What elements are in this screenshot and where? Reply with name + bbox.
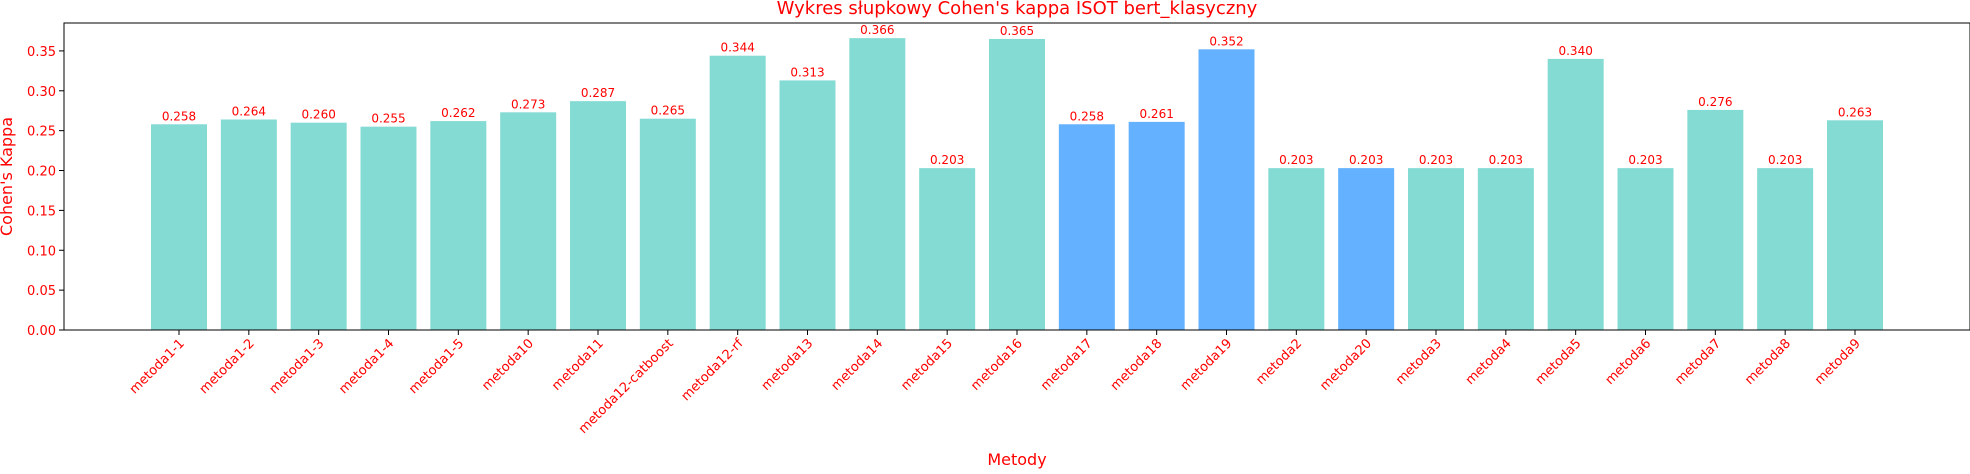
bar-value-label: 0.260: [301, 108, 335, 122]
bar-value-label: 0.261: [1139, 107, 1173, 121]
bar-value-label: 0.203: [1768, 153, 1802, 167]
x-axis: metoda1-1 metoda1-2 metoda1-3 metoda1-4 meto…: [127, 330, 1864, 437]
x-tick-label: metoda10: [479, 336, 537, 394]
bar: [1617, 168, 1674, 330]
bar: [430, 121, 487, 330]
x-tick-label: metoda4: [1463, 336, 1515, 388]
chart-title: Wykres słupkowy Cohen's kappa ISOT bert_…: [777, 0, 1258, 19]
x-tick-label: metoda14: [829, 336, 887, 394]
bar-value-label: 0.352: [1209, 34, 1243, 48]
bar: [1687, 109, 1744, 330]
bar: [1338, 168, 1395, 330]
x-tick-label: metoda1-4: [336, 336, 397, 397]
bar-value-label: 0.258: [162, 109, 196, 123]
bar: [570, 101, 626, 331]
x-tick-label: metoda1-2: [197, 336, 258, 397]
x-tick-label: metoda7: [1672, 336, 1724, 388]
x-tick-label: metoda15: [898, 336, 956, 394]
bar-value-label: 0.203: [1419, 153, 1453, 167]
x-tick-label: metoda1-5: [406, 336, 467, 397]
bar-value-label: 0.262: [441, 106, 475, 120]
bar: [1547, 58, 1604, 330]
bar: [1827, 120, 1883, 331]
bar: [639, 118, 696, 330]
bar: [1757, 168, 1814, 330]
x-tick-label: metoda11: [549, 336, 607, 394]
y-tick-label: 0.30: [27, 85, 56, 100]
bar-value-label: 0.258: [1070, 109, 1104, 123]
value-labels: 0.258 0.264 0.260 0.255 0.262 0.273 0.287 0.265…: [162, 23, 1872, 167]
bar: [151, 124, 207, 330]
x-tick-label: metoda8: [1742, 336, 1794, 388]
bar-value-label: 0.344: [720, 41, 754, 55]
bar: [919, 168, 976, 330]
y-tick-label: 0.00: [27, 324, 56, 339]
bar-value-label: 0.276: [1698, 95, 1732, 109]
bars: [151, 38, 1883, 331]
bar: [220, 119, 277, 330]
x-tick-label: metoda9: [1812, 336, 1864, 388]
bar: [500, 112, 557, 331]
y-tick-label: 0.15: [27, 204, 56, 219]
bar-value-label: 0.340: [1558, 44, 1592, 58]
bar: [290, 122, 347, 330]
x-axis-label: Metody: [987, 450, 1046, 469]
bar: [360, 126, 417, 330]
bar-value-label: 0.255: [371, 112, 405, 126]
bar: [779, 80, 836, 330]
x-tick-label: metoda6: [1603, 336, 1655, 388]
bar-value-label: 0.273: [511, 97, 545, 111]
bar-value-label: 0.203: [1349, 153, 1383, 167]
plot-frame: [63, 22, 1970, 331]
bar: [1268, 168, 1325, 330]
x-tick-label: metoda20: [1317, 336, 1375, 394]
bar-value-label: 0.203: [1279, 153, 1313, 167]
bar-value-label: 0.265: [651, 104, 685, 118]
bar-value-label: 0.366: [860, 23, 894, 37]
bar: [1477, 168, 1534, 330]
bar: [849, 38, 906, 331]
y-tick-label: 0.35: [27, 45, 56, 60]
x-tick-label: metoda17: [1038, 336, 1096, 394]
y-tick-label: 0.05: [27, 284, 56, 299]
y-tick-label: 0.20: [27, 165, 56, 180]
x-tick-label: metoda13: [759, 336, 817, 394]
bar-value-label: 0.203: [930, 153, 964, 167]
x-tick-label: metoda2: [1253, 336, 1305, 388]
bar: [1058, 124, 1115, 330]
bar: [1128, 121, 1185, 330]
bar-value-label: 0.313: [790, 65, 824, 79]
x-tick-label: metoda1-1: [127, 336, 188, 397]
y-axis-label: Cohen's Kappa: [0, 117, 16, 236]
bar-value-label: 0.287: [581, 86, 615, 100]
y-tick-label: 0.25: [27, 125, 56, 140]
x-tick-label: metoda19: [1178, 336, 1236, 394]
bar: [709, 55, 766, 330]
x-tick-label: metoda12-rf: [679, 336, 747, 404]
bar-value-label: 0.203: [1628, 153, 1662, 167]
y-axis: 0.00 0.05 0.10 0.15 0.20 0.25 0.30 0.35: [27, 45, 64, 339]
x-tick-label: metoda18: [1108, 336, 1166, 394]
bar-value-label: 0.263: [1838, 105, 1872, 119]
y-tick-label: 0.10: [27, 244, 56, 259]
bar-value-label: 0.203: [1489, 153, 1523, 167]
x-tick-label: metoda3: [1393, 336, 1445, 388]
bar: [1408, 168, 1464, 330]
x-tick-label: metoda5: [1533, 336, 1585, 388]
x-tick-label: metoda16: [968, 336, 1026, 394]
bar-value-label: 0.264: [232, 104, 266, 118]
bar-value-label: 0.365: [1000, 24, 1034, 38]
x-tick-label: metoda1-3: [267, 336, 328, 397]
bar: [989, 38, 1045, 330]
bar: [1198, 49, 1255, 331]
